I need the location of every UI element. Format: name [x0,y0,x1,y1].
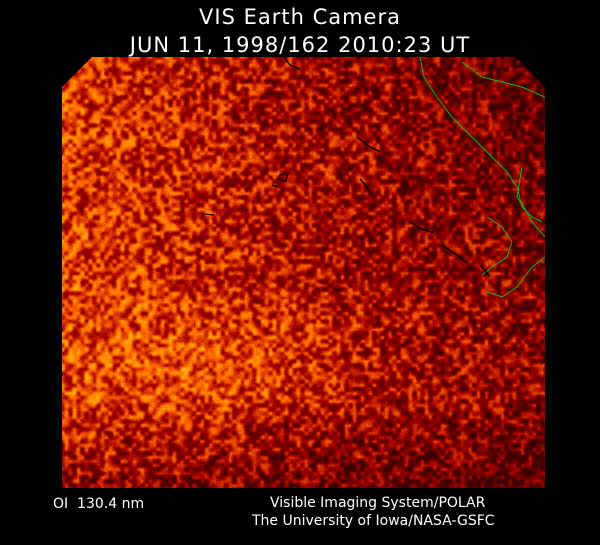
earth-camera-image [62,57,545,488]
coastline [481,216,513,276]
outline [441,244,468,264]
instrument-label: Visible Imaging System/POLAR [270,495,486,511]
outline [271,184,279,188]
coastline [486,256,545,298]
coastline [516,166,545,238]
outline [356,136,381,153]
coastline [461,61,545,98]
image-title: VIS Earth Camera [199,5,401,29]
coastline [419,57,543,223]
outline [409,221,435,234]
outline [283,57,301,70]
image-timestamp: JUN 11, 1998/162 2010:23 UT [129,33,471,57]
wavelength-label: OI 130.4 nm [53,496,145,512]
institution-label: The University of Iowa/NASA-GSFC [252,513,495,529]
outline [277,172,289,182]
outline [479,264,491,278]
outline [359,178,371,194]
coastline-overlay [204,57,545,298]
outline [204,213,215,216]
